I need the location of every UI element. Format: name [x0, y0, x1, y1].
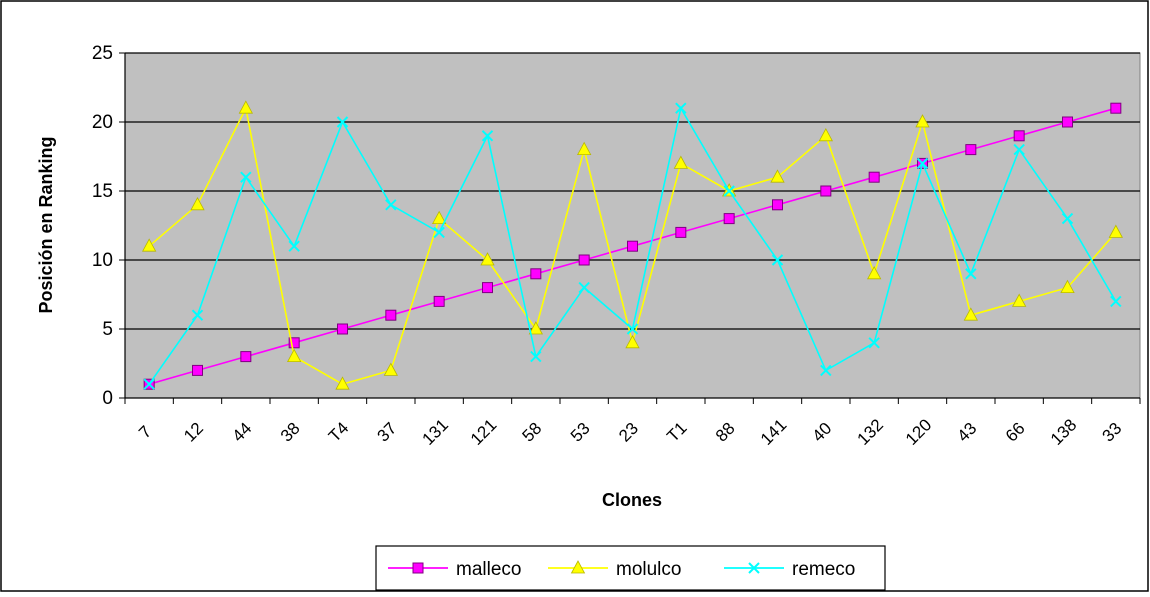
data-point-malleco: [482, 282, 493, 294]
data-point-remeco: [868, 337, 880, 349]
data-point-malleco: [337, 323, 348, 335]
legend-item-molulco: molulco: [548, 559, 681, 580]
data-point-malleco: [192, 364, 203, 376]
data-point-remeco: [1061, 212, 1074, 225]
legend-marker: [570, 560, 586, 574]
legend-item-malleco: malleco: [388, 559, 521, 580]
data-point-molulco: [1108, 224, 1124, 238]
data-point-molulco: [286, 348, 302, 363]
legend: malleco molulco remeco: [375, 545, 886, 591]
data-point-malleco: [965, 144, 977, 156]
data-point-malleco: [723, 213, 735, 225]
legend-label: malleco: [456, 559, 521, 580]
y-tick-label: 25: [92, 43, 113, 64]
data-point-remeco: [191, 309, 204, 321]
data-point-molulco: [625, 334, 640, 349]
data-point-remeco: [723, 185, 735, 197]
y-tick-label: 20: [92, 112, 113, 133]
legend-marker: [748, 562, 760, 574]
y-axis-title: Posición en Ranking: [36, 136, 56, 313]
data-point-molulco: [673, 155, 689, 169]
data-point-remeco: [385, 199, 397, 211]
data-point-malleco: [1110, 102, 1122, 114]
legend-marker: [412, 562, 424, 574]
data-point-remeco: [336, 116, 349, 128]
data-point-remeco: [240, 171, 252, 183]
data-point-molulco: [141, 238, 157, 252]
data-point-malleco: [288, 337, 300, 349]
axes: [119, 52, 1141, 404]
data-point-molulco: [576, 141, 592, 156]
data-point-remeco: [965, 268, 977, 280]
data-point-molulco: [238, 100, 254, 114]
data-point-molulco: [770, 169, 785, 183]
data-point-molulco: [383, 362, 399, 376]
data-point-malleco: [433, 295, 445, 307]
y-tick-labels: 0 5 10 15 20 25: [92, 43, 113, 409]
data-point-remeco: [916, 157, 929, 170]
data-point-remeco: [481, 130, 494, 142]
legend-box: [375, 545, 886, 591]
data-point-remeco: [771, 254, 784, 266]
y-tick-label: 5: [102, 319, 113, 340]
data-point-molulco: [190, 196, 205, 211]
data-point-remeco: [820, 364, 832, 377]
legend-item-remeco: remeco: [724, 559, 855, 580]
data-point-molulco: [1060, 279, 1075, 294]
x-axis-title: Clones: [602, 490, 662, 510]
data-point-molulco: [866, 265, 882, 280]
data-point-malleco: [772, 199, 783, 211]
data-point-remeco: [1110, 295, 1122, 308]
data-point-remeco: [578, 281, 590, 294]
data-point-molulco: [528, 321, 544, 335]
y-tick-label: 10: [92, 250, 113, 271]
legend-label: molulco: [616, 559, 681, 580]
data-point-remeco: [530, 350, 542, 363]
data-point-malleco: [627, 240, 638, 252]
data-point-malleco: [1062, 116, 1073, 128]
data-point-malleco: [240, 351, 252, 363]
series-layer: [141, 100, 1124, 390]
data-point-malleco: [675, 226, 687, 238]
gridlines: [125, 52, 1140, 330]
series-remeco: [143, 102, 1122, 390]
data-point-remeco: [143, 378, 155, 390]
y-tick-label: 15: [92, 181, 113, 202]
data-point-remeco: [626, 323, 639, 335]
data-point-malleco: [530, 268, 542, 280]
data-point-molulco: [480, 252, 495, 266]
data-point-molulco: [1011, 293, 1027, 307]
y-tick-label: 0: [102, 388, 113, 409]
data-point-molulco: [335, 376, 350, 390]
data-point-remeco: [675, 102, 687, 114]
data-point-malleco: [868, 171, 880, 183]
data-point-malleco: [820, 185, 832, 197]
data-point-molulco: [818, 127, 834, 142]
legend-label: remeco: [792, 559, 855, 580]
data-point-remeco: [288, 240, 300, 252]
data-point-malleco: [578, 254, 590, 266]
data-point-remeco: [433, 226, 445, 239]
data-point-molulco: [963, 307, 979, 321]
series-malleco: [143, 102, 1122, 390]
data-point-remeco: [1013, 143, 1025, 156]
data-point-malleco: [385, 309, 397, 321]
data-point-molulco: [431, 210, 447, 225]
data-point-molulco: [915, 114, 930, 128]
data-point-malleco: [1013, 130, 1025, 142]
